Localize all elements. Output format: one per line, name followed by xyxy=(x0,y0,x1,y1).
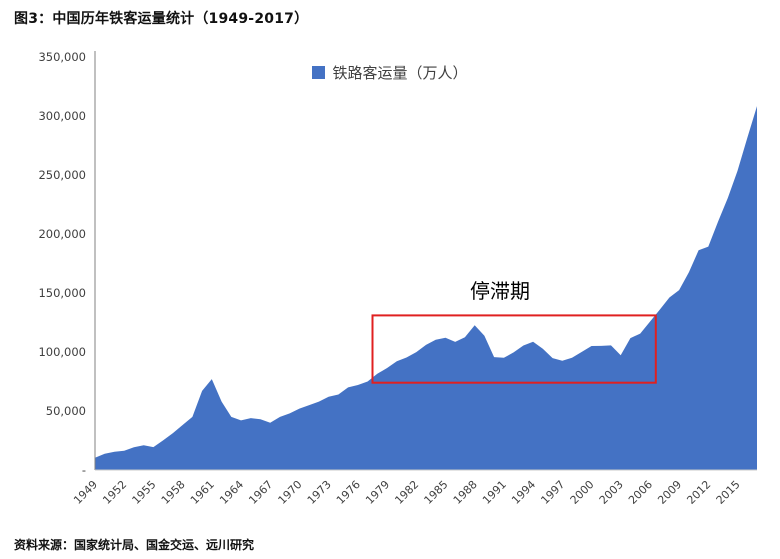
railway-passenger-area xyxy=(95,106,757,470)
y-tick-label: 150,000 xyxy=(38,286,86,300)
source-note: 资料来源：国家统计局、国金交运、远川研究 xyxy=(14,538,255,552)
x-tick-label: 1982 xyxy=(392,478,421,507)
stagnation-period-label: 停滞期 xyxy=(470,279,530,303)
x-tick-label: 1985 xyxy=(422,478,451,507)
x-tick-label: 2012 xyxy=(684,478,713,507)
x-tick-label: 1967 xyxy=(246,478,275,507)
x-tick-label: 1970 xyxy=(276,478,305,507)
x-tick-label: 1997 xyxy=(538,478,567,507)
chart-title: 图3：中国历年铁客运量统计（1949-2017） xyxy=(14,11,309,27)
x-tick-label: 2009 xyxy=(655,478,684,507)
x-tick-label: 1976 xyxy=(334,478,363,507)
y-tick-label: 100,000 xyxy=(38,345,86,359)
x-tick-label: 2003 xyxy=(597,478,626,507)
x-tick-label: 1949 xyxy=(71,478,100,507)
x-tick-label: 1961 xyxy=(188,478,217,507)
y-tick-label: - xyxy=(82,463,86,477)
x-tick-label: 1979 xyxy=(363,478,392,507)
x-tick-label: 1958 xyxy=(159,478,188,507)
x-tick-label: 1964 xyxy=(217,478,246,507)
x-tick-label: 1952 xyxy=(100,478,129,507)
x-tick-label: 2006 xyxy=(626,478,655,507)
y-tick-label: 350,000 xyxy=(38,50,86,64)
x-tick-label: 1991 xyxy=(480,478,509,507)
x-tick-label: 1955 xyxy=(130,478,159,507)
legend-label: 铁路客运量（万人） xyxy=(332,64,468,82)
x-tick-label: 1988 xyxy=(451,478,480,507)
y-tick-label: 300,000 xyxy=(38,109,86,123)
x-tick-label: 2015 xyxy=(714,478,743,507)
x-tick-label: 1973 xyxy=(305,478,334,507)
legend: 铁路客运量（万人） xyxy=(312,62,468,83)
y-tick-label: 50,000 xyxy=(46,404,86,418)
y-axis-labels: - 50,000 100,000 150,000 200,000 250,000 300,0… xyxy=(38,50,86,477)
railway-passenger-area-chart: - 50,000 100,000 150,000 200,000 250,000 300,0… xyxy=(38,50,757,507)
stagnation-period-box xyxy=(371,314,657,384)
x-axis-labels: 1949 1952 1955 1958 1961 1964 1967 1970 1973 1976… xyxy=(71,478,743,507)
legend-swatch-icon xyxy=(312,66,326,79)
x-tick-label: 2000 xyxy=(568,478,597,507)
y-tick-label: 200,000 xyxy=(38,227,86,241)
x-tick-label: 1994 xyxy=(509,478,538,507)
y-tick-label: 250,000 xyxy=(38,168,86,182)
